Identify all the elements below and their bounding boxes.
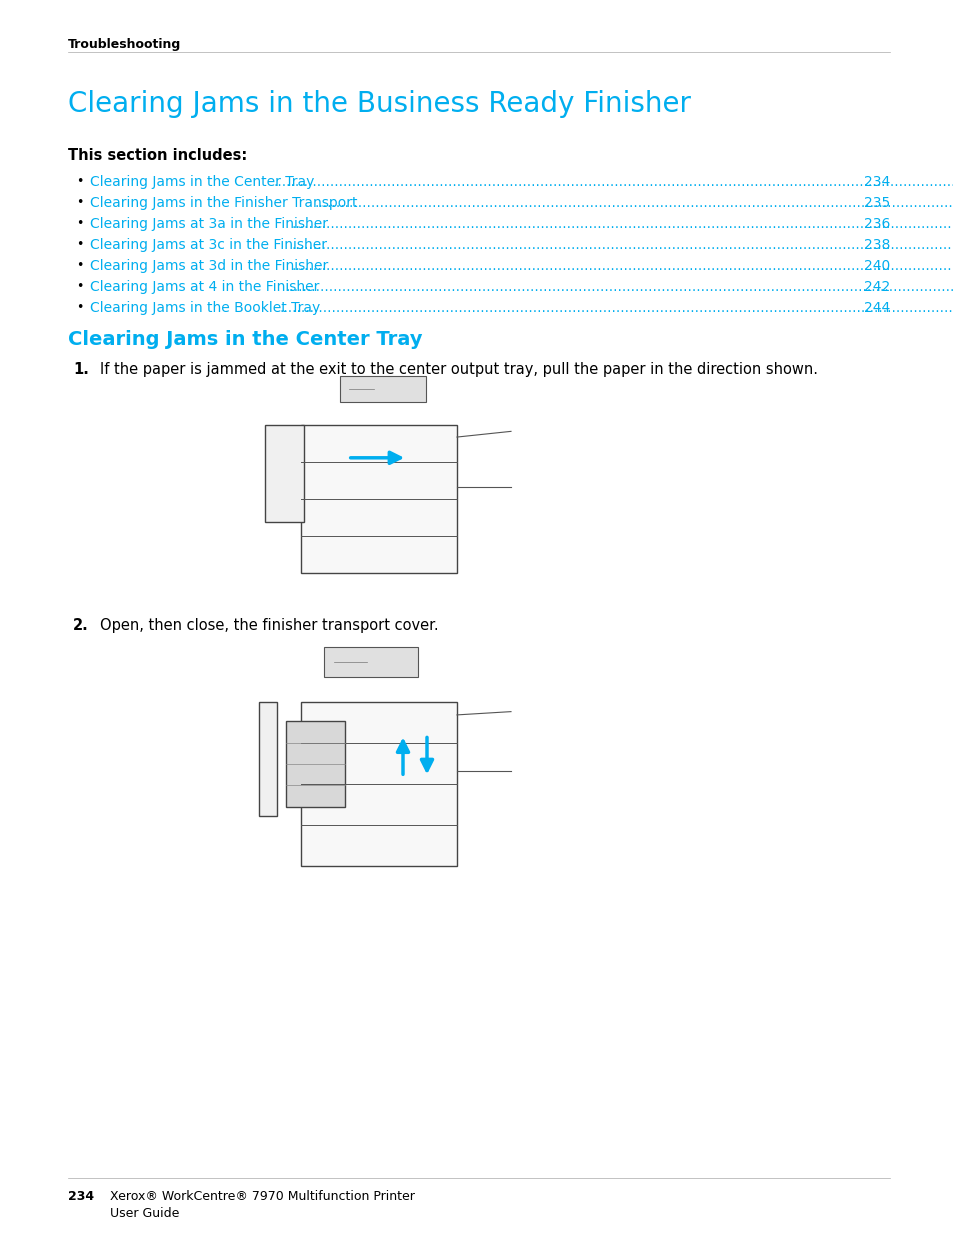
Text: 238: 238 [862,238,889,252]
Text: •: • [76,196,83,209]
Text: ................................................................................: ........................................… [291,217,953,231]
Text: This section includes:: This section includes: [68,148,247,163]
Bar [339,375,425,403]
Text: Clearing Jams at 3a in the Finisher: Clearing Jams at 3a in the Finisher [90,217,328,231]
Text: •: • [76,259,83,272]
Text: Xerox® WorkCentre® 7970 Multifunction Printer: Xerox® WorkCentre® 7970 Multifunction Pr… [110,1191,415,1203]
Bar [258,701,276,816]
Text: 242: 242 [862,280,889,294]
Text: Clearing Jams in the Finisher Transport: Clearing Jams in the Finisher Transport [90,196,357,210]
Text: If the paper is jammed at the exit to the center output tray, pull the paper in : If the paper is jammed at the exit to th… [100,362,817,377]
Text: ................................................................................: ........................................… [291,238,953,252]
Text: ................................................................................: ........................................… [285,280,953,294]
Text: User Guide: User Guide [110,1207,179,1220]
Text: ................................................................................: ........................................… [279,301,953,315]
Text: •: • [76,301,83,314]
Text: 235: 235 [862,196,889,210]
Text: •: • [76,280,83,293]
Text: Open, then close, the finisher transport cover.: Open, then close, the finisher transport… [100,618,438,634]
Text: Clearing Jams at 3d in the Finisher: Clearing Jams at 3d in the Finisher [90,259,328,273]
Text: 234: 234 [862,175,889,189]
Text: Clearing Jams at 4 in the Finisher: Clearing Jams at 4 in the Finisher [90,280,319,294]
Bar [265,425,304,521]
Text: ................................................................................: ........................................… [274,175,953,189]
Text: Clearing Jams in the Center Tray: Clearing Jams in the Center Tray [68,330,422,350]
Text: 240: 240 [862,259,889,273]
Text: Clearing Jams in the Center Tray: Clearing Jams in the Center Tray [90,175,314,189]
Bar [324,647,417,677]
Text: Troubleshooting: Troubleshooting [68,38,181,51]
Bar [301,425,456,573]
Text: 236: 236 [862,217,889,231]
Text: •: • [76,175,83,188]
Text: •: • [76,217,83,230]
Bar [301,701,456,866]
Text: •: • [76,238,83,251]
Text: 244: 244 [862,301,889,315]
Text: ................................................................................: ........................................… [291,259,953,273]
Text: Clearing Jams at 3c in the Finisher: Clearing Jams at 3c in the Finisher [90,238,327,252]
Text: 2.: 2. [73,618,89,634]
Text: 1.: 1. [73,362,89,377]
Text: Clearing Jams in the Booklet Tray: Clearing Jams in the Booklet Tray [90,301,320,315]
Text: 234: 234 [68,1191,94,1203]
Bar [286,721,345,806]
Text: Clearing Jams in the Business Ready Finisher: Clearing Jams in the Business Ready Fini… [68,90,690,119]
Text: ................................................................................: ........................................… [314,196,953,210]
